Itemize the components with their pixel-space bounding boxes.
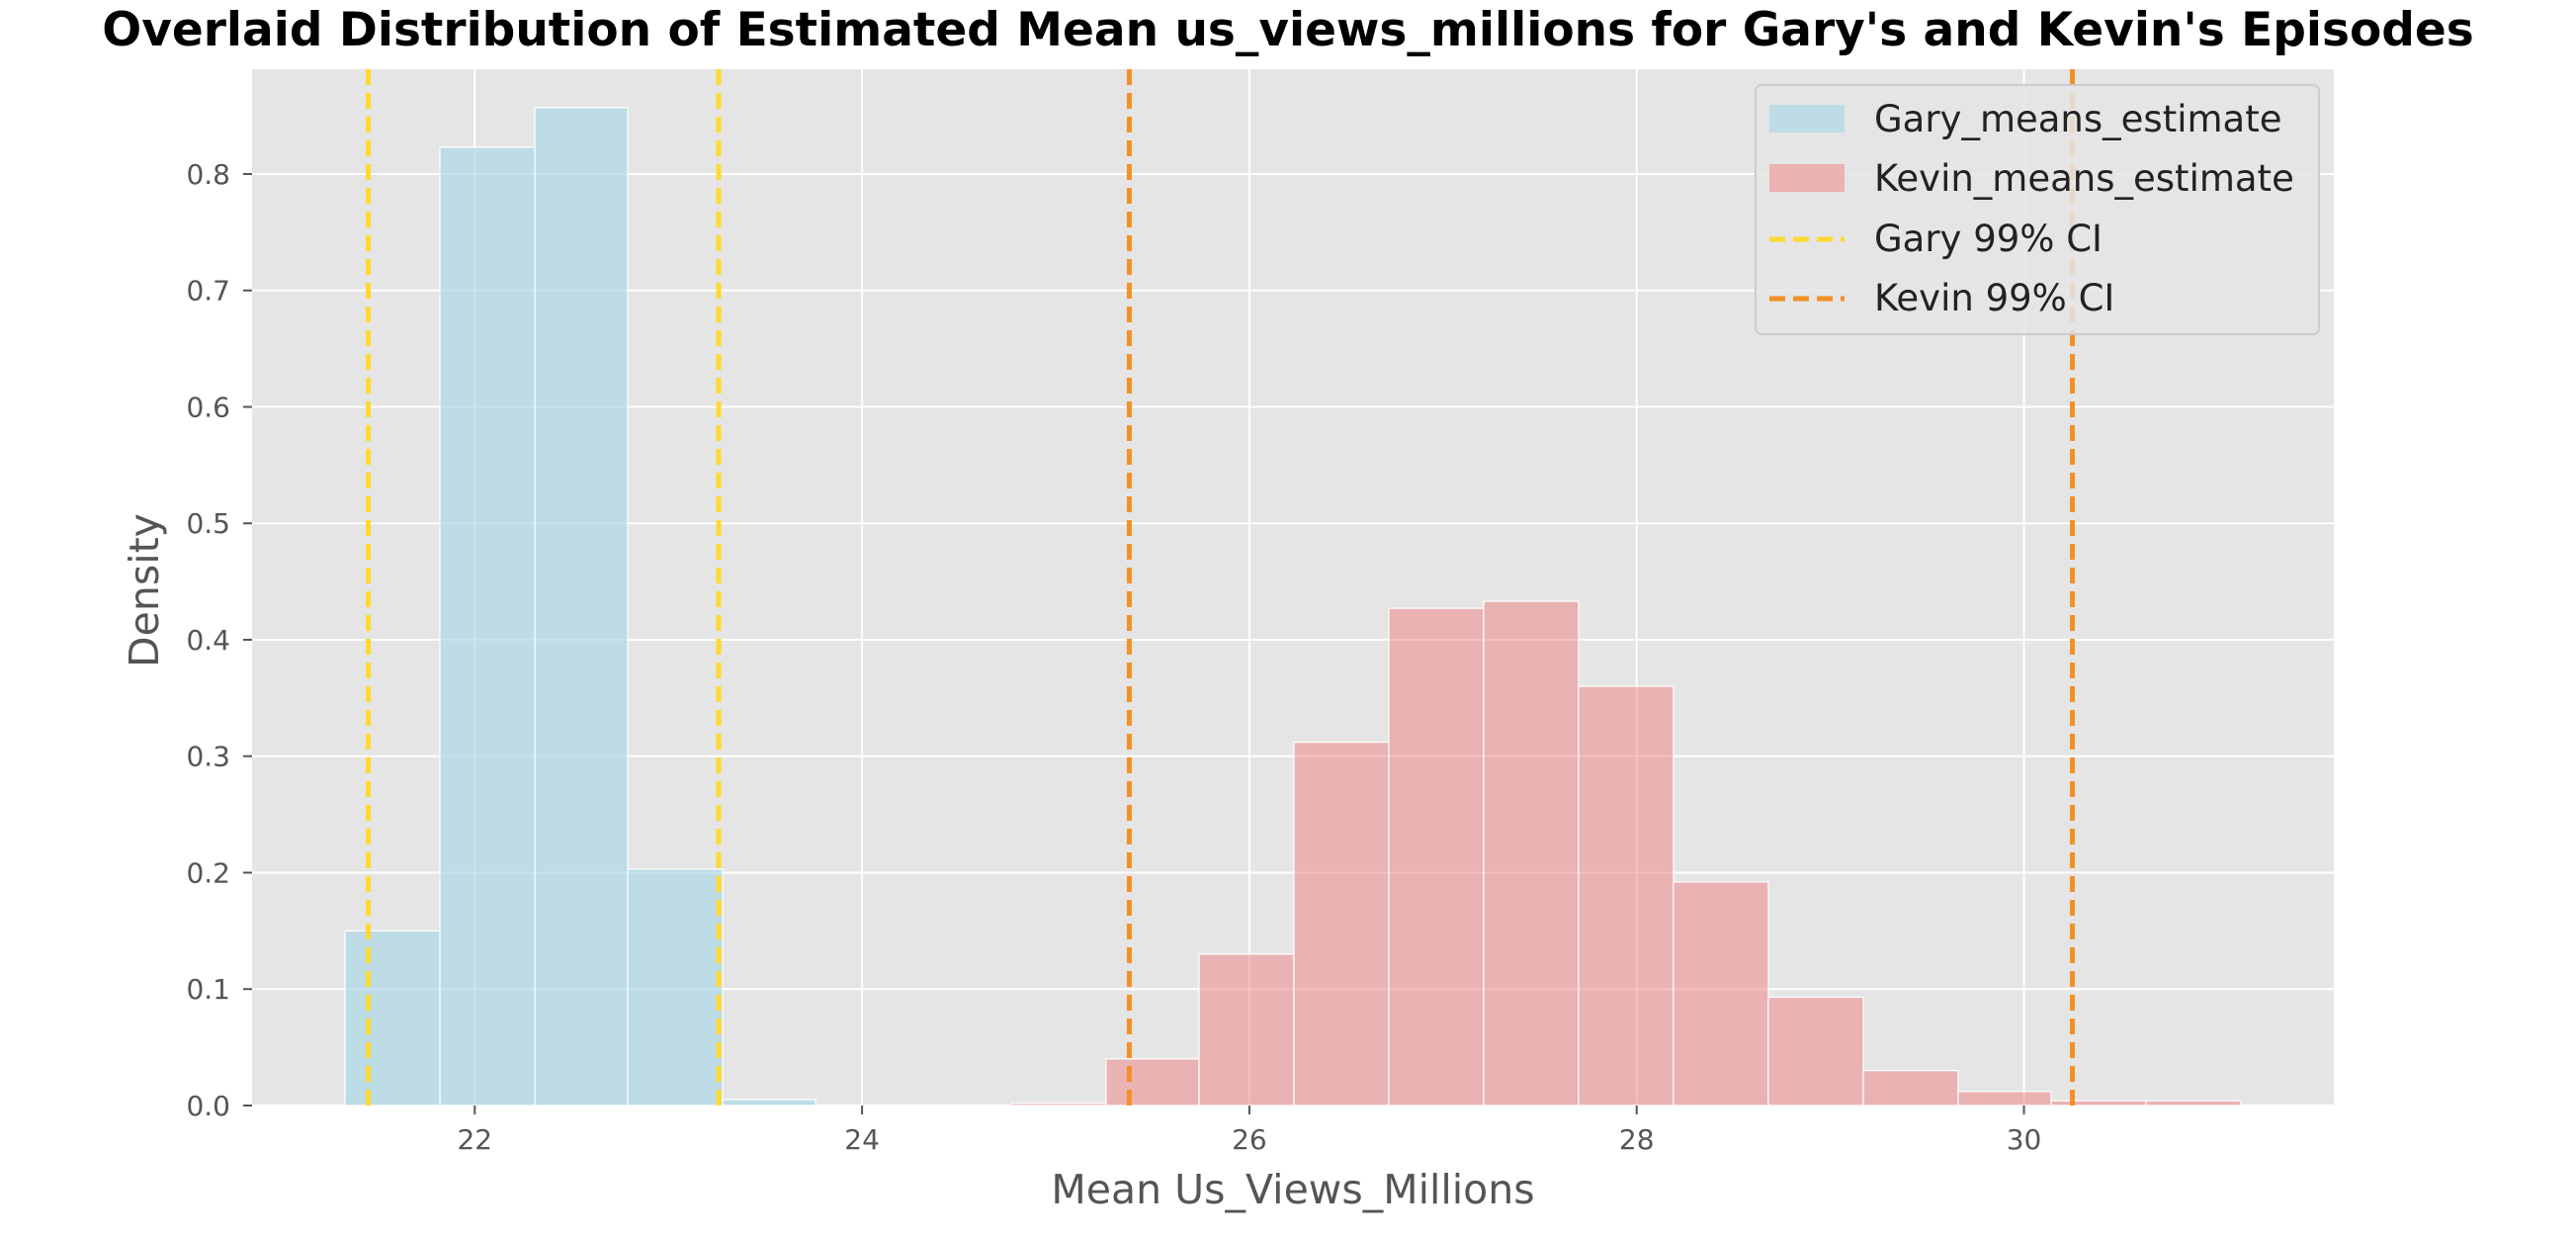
y-tick-label: 0.2 bbox=[186, 856, 230, 889]
x-axis-label: Mean Us_Views_Millions bbox=[1051, 1166, 1534, 1213]
kevin-bar bbox=[1483, 600, 1580, 1107]
gary-bar bbox=[722, 1099, 816, 1107]
y-tick-label: 0.5 bbox=[186, 507, 230, 540]
kevin-bar bbox=[1673, 881, 1769, 1107]
gary-bar bbox=[344, 930, 441, 1107]
y-tick-label: 0.4 bbox=[186, 624, 230, 657]
legend-label-kevin-ci: Kevin 99% CI bbox=[1874, 277, 2114, 319]
y-axis-ticks: 0.0 0.1 0.2 0.3 0.4 0.5 0.6 0.7 0.8 bbox=[186, 158, 252, 1122]
kevin-bar bbox=[1767, 996, 1864, 1107]
chart-title: Overlaid Distribution of Estimated Mean … bbox=[102, 3, 2474, 57]
legend-swatch-gary bbox=[1769, 105, 1845, 133]
kevin-bar bbox=[2050, 1100, 2147, 1107]
legend: Gary_means_estimate Kevin_means_estimate… bbox=[1755, 84, 2320, 335]
kevin-bar bbox=[1862, 1070, 1959, 1107]
y-tick-label: 0.1 bbox=[186, 973, 230, 1006]
x-tick-label: 24 bbox=[844, 1123, 880, 1156]
kevin-bar bbox=[2145, 1100, 2242, 1107]
legend-box bbox=[1755, 84, 2320, 335]
kevin-bar bbox=[1293, 742, 1390, 1107]
kevin-bar bbox=[1010, 1103, 1107, 1107]
y-tick-label: 0.7 bbox=[186, 275, 230, 308]
x-tick-label: 26 bbox=[1232, 1123, 1267, 1156]
legend-label-kevin: Kevin_means_estimate bbox=[1874, 157, 2294, 200]
y-tick-label: 0.6 bbox=[186, 391, 230, 423]
kevin-bar bbox=[1957, 1091, 2052, 1107]
y-tick-label: 0.0 bbox=[186, 1090, 230, 1122]
y-tick-label: 0.3 bbox=[186, 741, 230, 773]
y-tick-label: 0.8 bbox=[186, 158, 230, 191]
x-tick-label: 28 bbox=[1619, 1123, 1655, 1156]
x-tick-label: 30 bbox=[2007, 1123, 2042, 1156]
gary-bar bbox=[627, 868, 724, 1107]
gary-bar bbox=[439, 146, 536, 1107]
legend-label-gary: Gary_means_estimate bbox=[1874, 98, 2281, 140]
legend-label-gary-ci: Gary 99% CI bbox=[1874, 218, 2103, 260]
gary-bar bbox=[534, 107, 629, 1107]
kevin-bar bbox=[1578, 685, 1674, 1107]
kevin-bar bbox=[1388, 607, 1485, 1107]
kevin-histogram bbox=[1010, 600, 2242, 1107]
x-axis-ticks: 22 24 26 28 30 bbox=[457, 1106, 2041, 1156]
legend-swatch-kevin bbox=[1769, 164, 1845, 192]
x-tick-label: 22 bbox=[457, 1123, 492, 1156]
kevin-bar bbox=[1105, 1058, 1200, 1107]
gary-histogram bbox=[344, 107, 816, 1107]
kevin-bar bbox=[1198, 953, 1295, 1107]
y-axis-label: Density bbox=[121, 513, 168, 667]
